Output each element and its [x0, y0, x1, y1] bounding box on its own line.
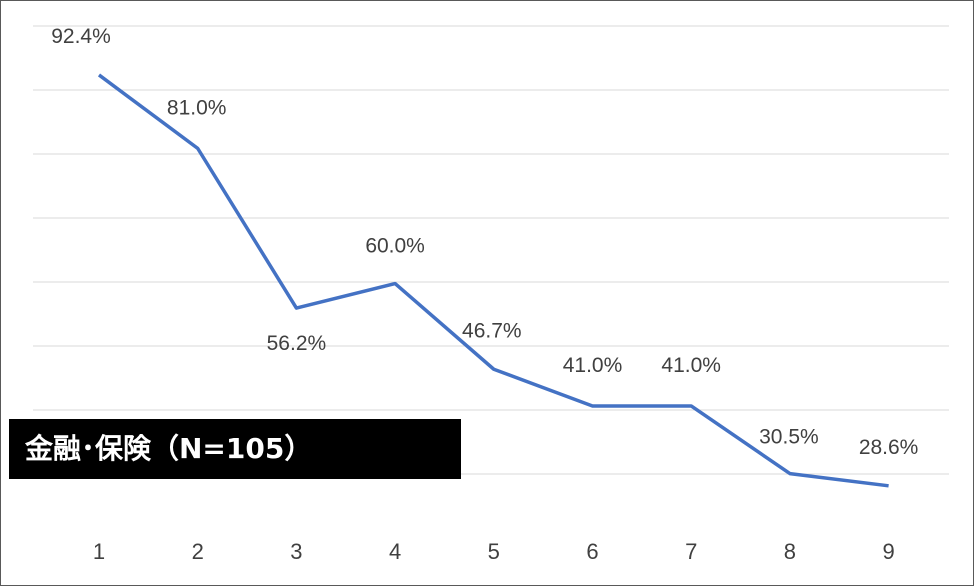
data-label: 41.0% — [661, 354, 721, 377]
x-tick-label: 9 — [882, 539, 894, 564]
x-tick-label: 4 — [389, 539, 401, 564]
data-label: 28.6% — [859, 436, 919, 459]
x-tick-label: 2 — [192, 539, 204, 564]
gridlines — [33, 26, 949, 474]
data-label: 92.4% — [51, 25, 111, 48]
x-tick-label: 7 — [685, 539, 697, 564]
data-label: 56.2% — [267, 332, 327, 355]
data-label: 60.0% — [365, 235, 425, 258]
x-tick-label: 6 — [586, 539, 598, 564]
x-tick-label: 3 — [290, 539, 302, 564]
x-tick-label: 1 — [93, 539, 105, 564]
x-tick-label: 8 — [784, 539, 796, 564]
x-axis-ticks: 1 2 3 4 5 6 7 8 9 — [93, 539, 895, 564]
chart-title-box: 金融･保険（N=105） — [9, 419, 461, 479]
data-label: 81.0% — [167, 96, 227, 119]
data-label: 41.0% — [563, 354, 623, 377]
x-tick-label: 5 — [488, 539, 500, 564]
data-label: 30.5% — [759, 426, 819, 449]
data-label: 46.7% — [462, 319, 522, 342]
chart-title: 金融･保険（N=105） — [25, 419, 312, 479]
